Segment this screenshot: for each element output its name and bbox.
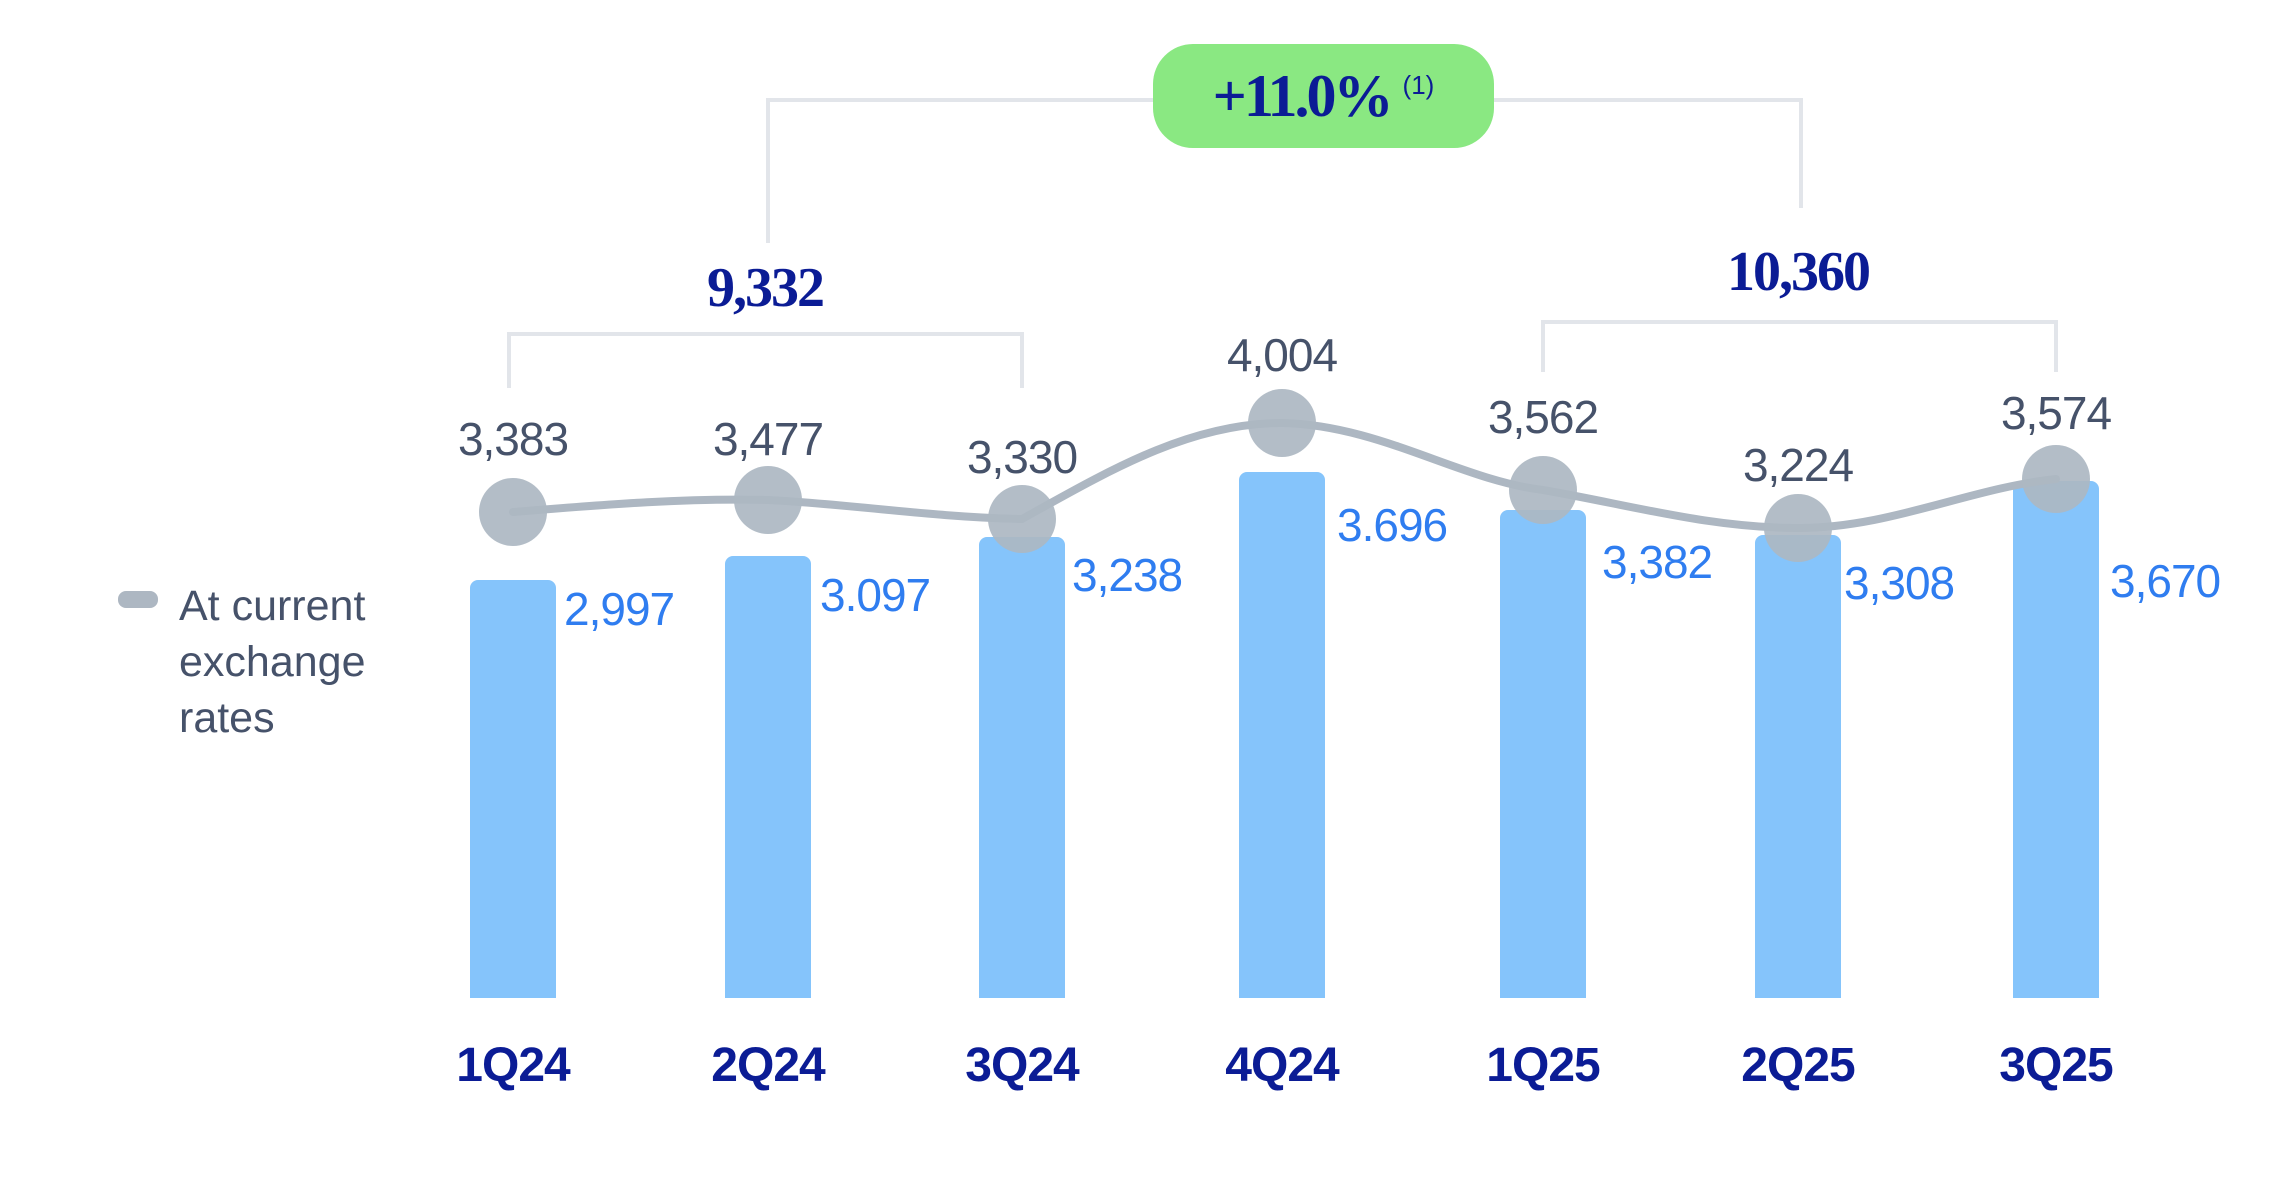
x-label-2q25: 2Q25 [1741, 1039, 1855, 1092]
bar-1q24 [470, 580, 556, 998]
bar-value-4q24: 3.696 [1337, 499, 1448, 551]
total-9m25-bracket-right [2054, 320, 2058, 372]
x-label-3q24: 3Q24 [965, 1039, 1079, 1092]
growth-bracket-right [1799, 98, 1803, 208]
bar-1q25 [1500, 510, 1586, 998]
bar-4q24 [1239, 472, 1325, 998]
line-value-1q25: 3,562 [1487, 391, 1599, 443]
line-value-3q24: 3,330 [966, 431, 1078, 483]
bar-3q24 [979, 537, 1065, 998]
line-value-2q25: 3,224 [1742, 439, 1854, 491]
line-value-1q24: 3,383 [457, 413, 569, 465]
total-9m24-bracket-left [507, 332, 511, 388]
total-9m24: 9,332 [707, 257, 825, 319]
x-label-1q24: 1Q24 [456, 1039, 570, 1092]
line-value-4q24: 4,004 [1226, 329, 1338, 381]
x-label-3q25: 3Q25 [1999, 1039, 2113, 1092]
bar-3q25 [2013, 481, 2099, 998]
legend-swatch-current-rates [118, 591, 158, 608]
legend-line-1: At current [179, 582, 366, 630]
bar-2q24 [725, 556, 811, 998]
bar-value-1q25: 3,382 [1602, 536, 1713, 588]
x-label-4q24: 4Q24 [1225, 1039, 1339, 1092]
total-9m25: 10,360 [1727, 241, 1871, 303]
bar-value-3q24: 3,238 [1072, 549, 1183, 601]
line-point-1q24 [479, 478, 547, 546]
line-point-2q25 [1764, 494, 1832, 562]
bar-value-3q25: 3,670 [2110, 555, 2221, 607]
bar-value-1q24: 2,997 [564, 583, 675, 635]
x-label-1q25: 1Q25 [1486, 1039, 1600, 1092]
line-value-3q25: 3,574 [2000, 387, 2112, 439]
growth-bracket-left [766, 98, 770, 243]
total-9m24-bracket-right [1020, 332, 1024, 388]
growth-badge: +11.0% (1) [1153, 44, 1494, 148]
legend-line-2: exchange [179, 638, 366, 686]
total-9m25-bracket-left [1541, 320, 1545, 372]
legend-label: At current exchange rates [179, 578, 419, 746]
growth-value: +11.0% [1212, 62, 1394, 129]
line-point-3q24 [988, 485, 1056, 553]
bar-2q25 [1755, 535, 1841, 998]
bar-value-2q24: 3.097 [820, 569, 931, 621]
line-point-4q24 [1248, 389, 1316, 457]
line-value-2q24: 3,477 [712, 413, 824, 465]
line-point-3q25 [2022, 445, 2090, 513]
bar-value-2q25: 3,308 [1844, 557, 1955, 609]
total-9m24-bracket [507, 332, 1024, 336]
legend-line-3: rates [179, 694, 275, 742]
growth-footnote: (1) [1402, 69, 1435, 100]
line-point-1q25 [1509, 456, 1577, 524]
line-point-2q24 [734, 466, 802, 534]
x-label-2q24: 2Q24 [711, 1039, 825, 1092]
total-9m25-bracket [1541, 320, 2058, 324]
